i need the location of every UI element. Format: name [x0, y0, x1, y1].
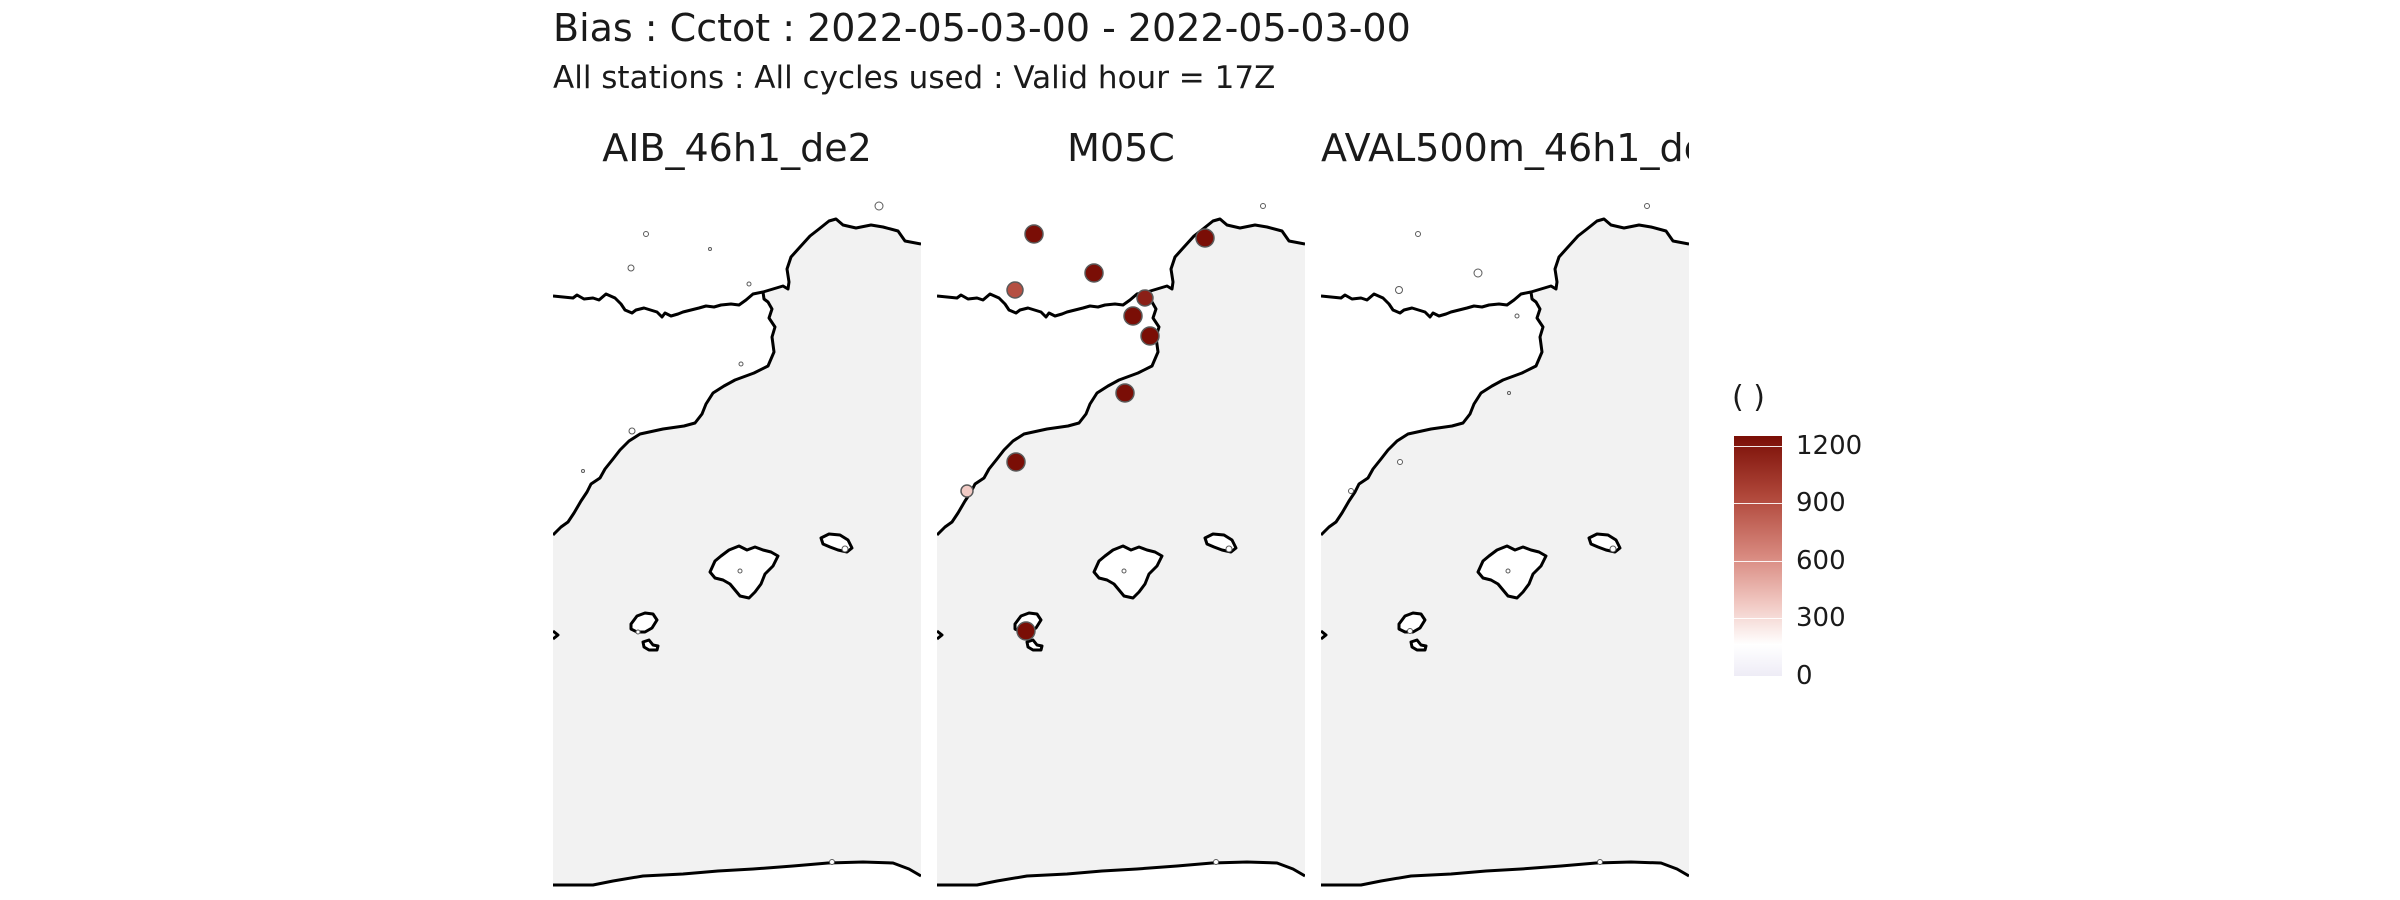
- station-marker: [1195, 228, 1215, 248]
- legend-tick-label: 300: [1796, 603, 1846, 634]
- panel-title: M05C: [1067, 126, 1175, 170]
- station-marker: [1260, 203, 1266, 209]
- formentera-island: [1409, 638, 1428, 652]
- legend-tick-mark: [1734, 445, 1782, 447]
- station-marker: [1084, 263, 1104, 283]
- coastline: [937, 860, 1305, 887]
- africa-land: [937, 862, 1305, 890]
- iberia-land: [553, 186, 921, 535]
- plot-title: Bias : Cctot : 2022-05-03-00 - 2022-05-0…: [553, 6, 1411, 50]
- coastline: [553, 629, 560, 641]
- panel-title: AIB_46h1_de2: [602, 126, 872, 170]
- legend-tick-mark: [1734, 618, 1782, 620]
- station-marker: [627, 264, 635, 272]
- legend-tick-label: 0: [1796, 661, 1813, 691]
- legend-tick-mark: [1734, 560, 1782, 562]
- legend-tick-label: 600: [1796, 545, 1846, 576]
- station-marker: [1006, 452, 1026, 472]
- station-marker: [1473, 268, 1483, 278]
- station-marker: [1024, 224, 1044, 244]
- station-marker: [1225, 545, 1233, 553]
- coastline: [1321, 291, 1545, 537]
- coastline: [937, 217, 1305, 319]
- africa-land: [553, 862, 921, 890]
- formentera-island: [641, 638, 660, 652]
- station-marker: [829, 859, 835, 865]
- panel-title: AVAL500m_46h1_de2: [1321, 126, 1689, 170]
- station-marker: [1397, 459, 1403, 465]
- station-map: [553, 186, 921, 890]
- map-panel-m05c: M05C: [937, 118, 1305, 890]
- station-marker: [1213, 859, 1219, 865]
- ibiza-island: [1397, 611, 1427, 634]
- station-marker: [1006, 281, 1024, 299]
- station-marker: [628, 427, 636, 435]
- ibiza-island: [629, 611, 659, 634]
- legend-tick-mark: [1734, 503, 1782, 505]
- legend-tick-label: 900: [1796, 488, 1846, 519]
- legend-title: ( ): [1732, 380, 1765, 415]
- iberia-land: [1321, 186, 1689, 535]
- station-marker: [1609, 545, 1617, 553]
- coastline: [553, 217, 921, 319]
- mallorca-island: [708, 544, 780, 600]
- plot-subtitle: All stations : All cycles used : Valid h…: [553, 60, 1276, 96]
- mallorca-island: [1476, 544, 1548, 600]
- station-marker: [1348, 488, 1354, 494]
- station-map: [1321, 186, 1689, 890]
- station-marker: [738, 361, 744, 367]
- coastline: [553, 291, 777, 537]
- station-map: [937, 186, 1305, 890]
- station-marker: [581, 469, 585, 473]
- africa-land: [1321, 862, 1689, 890]
- station-marker: [643, 231, 649, 237]
- legend-tick-label: 1200: [1796, 430, 1863, 461]
- station-marker: [1514, 313, 1520, 319]
- station-marker: [1407, 628, 1413, 634]
- station-marker: [874, 201, 884, 211]
- station-marker: [1415, 231, 1421, 237]
- formentera-island: [1025, 638, 1044, 652]
- station-marker: [1123, 306, 1143, 326]
- station-marker: [635, 629, 641, 635]
- iberia-land: [937, 186, 1305, 535]
- coastline: [1321, 217, 1689, 319]
- station-marker: [1395, 286, 1403, 294]
- map-panel-aval500m: AVAL500m_46h1_de2: [1321, 118, 1689, 890]
- legend-colorbar: [1734, 436, 1782, 676]
- coastline: [937, 629, 944, 641]
- station-marker: [1140, 326, 1160, 346]
- coastline: [1321, 860, 1689, 887]
- station-marker: [1136, 289, 1154, 307]
- color-legend: ( ) 1200 900 600 300 0: [1732, 380, 1932, 691]
- legend-tick-mark: [1734, 676, 1782, 677]
- station-marker: [737, 568, 743, 574]
- station-marker: [1121, 568, 1127, 574]
- map-panel-aib: AIB_46h1_de2: [553, 118, 921, 890]
- station-marker: [708, 247, 712, 251]
- station-marker: [960, 484, 974, 498]
- station-marker: [1597, 859, 1603, 865]
- station-marker: [746, 281, 752, 287]
- station-marker: [1016, 621, 1036, 641]
- station-marker: [1505, 568, 1511, 574]
- station-marker: [841, 545, 849, 553]
- station-marker: [1115, 383, 1135, 403]
- coastline: [553, 860, 921, 887]
- station-marker: [1644, 203, 1650, 209]
- station-marker: [1507, 391, 1511, 395]
- coastline: [1321, 629, 1328, 641]
- mallorca-island: [1092, 544, 1164, 600]
